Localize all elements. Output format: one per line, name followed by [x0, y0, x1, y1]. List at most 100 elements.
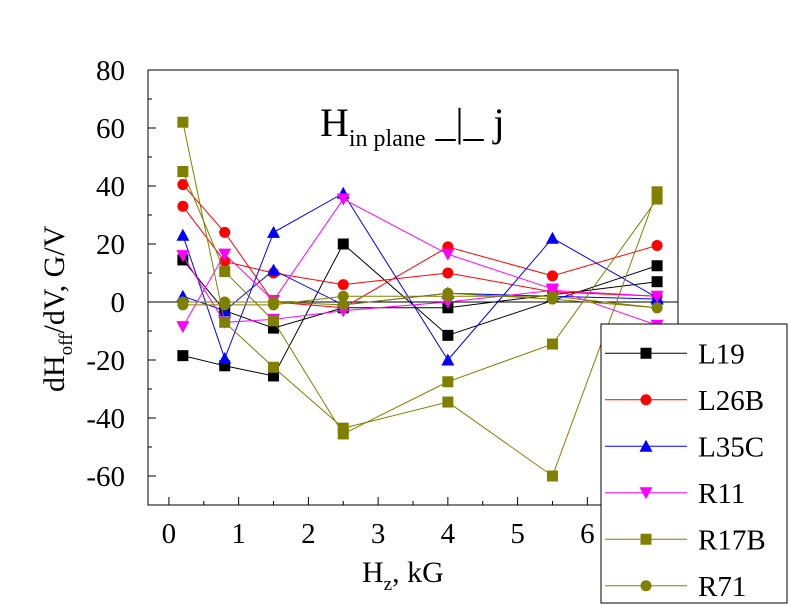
legend-marker: [639, 439, 653, 452]
legend-label: R17B: [698, 524, 766, 556]
data-point: [219, 296, 231, 308]
data-point: [219, 266, 231, 278]
legend-marker: [639, 487, 653, 500]
data-point: [442, 287, 454, 299]
data-point: [337, 428, 349, 440]
legend-marker: [640, 533, 652, 545]
data-point: [651, 239, 663, 251]
legend-label: L19: [698, 338, 745, 370]
legend-label: L26B: [698, 385, 764, 417]
data-point: [177, 179, 189, 191]
legend-label: R11: [698, 478, 745, 510]
series-line: [182, 259, 658, 329]
legend-marker: [640, 347, 652, 359]
title-main: H: [320, 100, 349, 145]
series-r17b: [177, 116, 663, 482]
data-point: [545, 231, 559, 244]
data-point: [218, 352, 232, 365]
data-point: [651, 276, 663, 288]
data-point: [546, 338, 558, 350]
data-point: [336, 193, 350, 206]
data-point: [268, 370, 280, 382]
data-point: [177, 116, 189, 128]
data-point: [219, 360, 231, 372]
data-point: [442, 267, 454, 279]
x-axis-label-subscript: z: [384, 574, 392, 595]
series-r71: [177, 287, 663, 314]
data-point: [267, 263, 281, 276]
x-tick-label: 6: [580, 518, 595, 550]
data-point: [176, 228, 190, 241]
data-point: [268, 315, 280, 327]
data-point: [546, 293, 558, 305]
data-point: [651, 302, 663, 314]
data-point: [268, 296, 280, 308]
data-point: [177, 296, 189, 308]
data-point: [268, 322, 280, 334]
x-axis-label-unit: , kG: [392, 556, 444, 589]
data-point: [177, 350, 189, 362]
legend-box: [600, 323, 788, 604]
y-tick-label: 80: [96, 55, 125, 87]
data-point: [219, 316, 231, 328]
data-point: [442, 329, 454, 341]
data-point: [442, 396, 454, 408]
y-tick-label: -20: [86, 345, 125, 377]
x-tick-label: 5: [510, 518, 525, 550]
data-point: [650, 290, 664, 303]
data-point: [176, 321, 190, 334]
data-point: [442, 376, 454, 388]
data-point: [337, 238, 349, 250]
series-line: [182, 122, 658, 477]
data-point: [219, 226, 231, 238]
x-axis: 0 1 2 3 4 5 6: [162, 497, 623, 550]
data-point: [651, 193, 663, 205]
legend-label: L35C: [698, 431, 764, 463]
y-tick-label: 20: [96, 229, 125, 261]
data-point: [441, 248, 455, 261]
y-axis: 80 60 40 20 0 -20 -40 -60: [86, 55, 156, 506]
chart-title: Hin plane _|_ j: [320, 100, 505, 152]
y-tick-label: -40: [86, 403, 125, 435]
y-tick-label: 40: [96, 171, 125, 203]
data-point: [441, 353, 455, 366]
data-point: [176, 250, 190, 263]
y-tick-label: 60: [96, 113, 125, 145]
y-axis-label-unit: /dV, G/V: [38, 225, 71, 333]
data-point: [337, 422, 349, 434]
legend: L19 L26B L35C R11 R17B R71: [600, 323, 788, 604]
x-tick-label: 3: [371, 518, 386, 550]
data-point: [177, 200, 189, 212]
legend-label: R71: [698, 571, 746, 603]
y-tick-label: 0: [111, 287, 126, 319]
y-tick-label: -60: [86, 461, 125, 493]
data-point: [651, 260, 663, 272]
title-tail: _|_ j: [435, 100, 505, 145]
x-tick-label: 1: [231, 518, 246, 550]
data-point: [337, 299, 349, 311]
data-point: [651, 186, 663, 198]
data-point: [267, 225, 281, 238]
title-subscript: in plane: [349, 126, 426, 152]
y-axis-label-subscript: off: [56, 333, 77, 355]
y-axis-label-main: dH: [38, 355, 71, 392]
data-point: [337, 290, 349, 302]
series-line: [182, 171, 658, 435]
legend-marker: [640, 580, 652, 592]
data-point: [268, 361, 280, 373]
legend-marker: [640, 394, 652, 406]
x-axis-label-main: H: [362, 556, 384, 589]
x-axis-label: Hz, kG: [362, 556, 444, 595]
series-line: [182, 192, 658, 361]
data-point: [546, 470, 558, 482]
x-tick-label: 2: [301, 518, 316, 550]
x-tick-label: 0: [162, 518, 177, 550]
data-point: [218, 248, 232, 261]
y-axis-label: dHoff/dV, G/V: [38, 225, 77, 392]
x-tick-label: 4: [441, 518, 456, 550]
data-point: [546, 270, 558, 282]
data-point: [177, 166, 189, 177]
series-layer: [176, 116, 664, 482]
series-line: [182, 243, 658, 377]
